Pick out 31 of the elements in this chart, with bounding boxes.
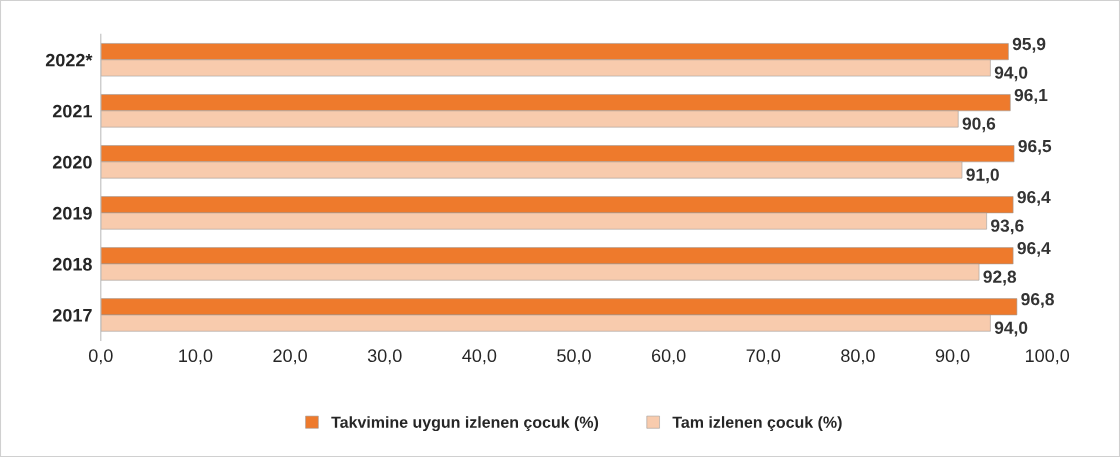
x-tick-label: 40,0 [462,349,497,365]
legend-label: Takvimine uygun izlenen çocuk (%) [331,416,599,432]
data-label: 93,6 [991,219,1024,235]
data-label: 96,8 [1021,293,1054,308]
data-label: 90,6 [962,117,996,133]
data-label: 95,9 [1012,37,1046,53]
y-tick-label: 2020 [52,155,92,169]
y-tick-label: 2018 [52,257,92,271]
x-tick-label: 60,0 [651,349,686,365]
x-tick-label: 70,0 [746,349,781,365]
data-label: 96,4 [1017,242,1051,257]
data-label: 96,4 [1017,190,1051,206]
data-label: 96,5 [1018,139,1052,155]
x-tick-label: 80,0 [841,349,875,365]
data-label: 96,1 [1014,88,1048,104]
y-tick-label: 2017 [52,308,92,322]
data-label: 94,0 [994,66,1028,82]
y-tick-label: 2022* [45,53,93,67]
x-tick-label: 100,0 [1025,349,1070,365]
x-tick-label: 0,0 [88,349,113,365]
x-tick-label: 20,0 [273,349,307,365]
x-tick-label: 50,0 [557,349,591,365]
data-label: 92,8 [983,270,1017,286]
x-tick-label: 10,0 [179,349,213,365]
y-tick-label: 2021 [52,104,92,118]
x-tick-label: 90,0 [935,349,970,365]
y-tick-label: 2019 [52,206,92,220]
x-tick-label: 30,0 [367,349,402,365]
data-label: 91,0 [966,168,999,184]
legend-label: Tam izlenen çocuk (%) [672,416,842,432]
data-label: 94,0 [994,321,1028,337]
